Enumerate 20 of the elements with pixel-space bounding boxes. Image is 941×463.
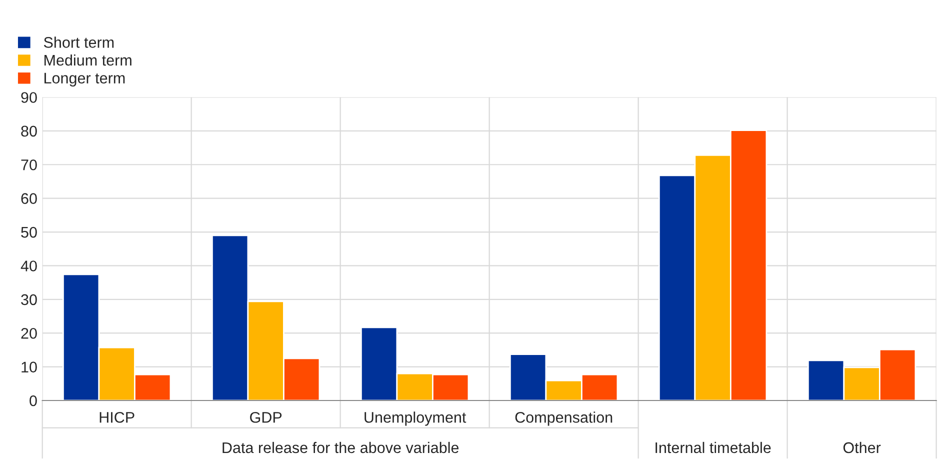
- legend-label: Longer term: [44, 72, 125, 87]
- y-tick-label: 10: [22, 362, 37, 372]
- text: Internal timetable: [656, 442, 771, 454]
- y-tick-label: 50: [21, 226, 37, 238]
- y-tick-label: 0: [30, 395, 37, 406]
- legend-label: Short term: [44, 36, 114, 48]
- y-tick-label: 20: [21, 328, 37, 339]
- legend-label: Medium term: [44, 54, 132, 66]
- text: Other: [843, 442, 881, 454]
- x-tick-label: Compensation: [515, 412, 612, 426]
- y-tick-label: 30: [21, 294, 37, 306]
- y-tick-label: 70: [21, 159, 37, 170]
- y-tick-label: 60: [21, 193, 37, 204]
- text: Data release for the above variable: [222, 442, 459, 454]
- y-tick-label: 90: [21, 92, 37, 103]
- x-tick-label: Unemployment: [364, 412, 466, 426]
- x-tick-label: GDP: [250, 412, 282, 423]
- y-tick-label: 80: [21, 126, 37, 137]
- y-tick-label: 40: [20, 260, 37, 272]
- x-tick-label: HICP: [100, 412, 134, 423]
